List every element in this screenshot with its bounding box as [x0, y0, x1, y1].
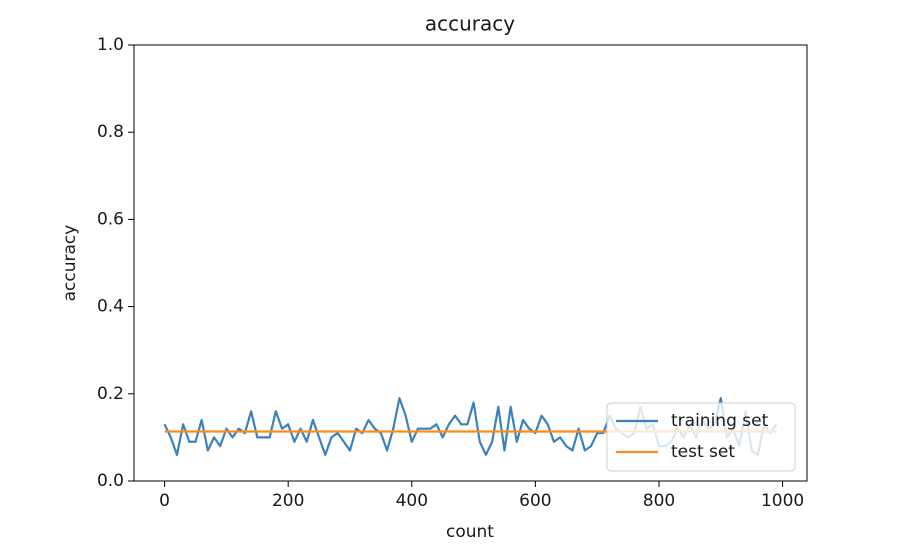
x-tick-label: 200: [272, 491, 304, 511]
y-tick-label: 0.2: [97, 384, 124, 404]
x-tick-label: 600: [519, 491, 551, 511]
legend: training set test set: [606, 402, 796, 472]
x-tick-label: 1000: [761, 491, 804, 511]
y-tick-label: 0.4: [97, 297, 124, 317]
x-axis-label: count: [446, 522, 494, 542]
legend-label: test set: [671, 442, 735, 462]
legend-label: training set: [671, 411, 769, 431]
y-tick-label: 0.8: [97, 122, 124, 142]
axes-frame: [133, 44, 808, 482]
x-tick-label: 400: [396, 491, 428, 511]
y-tick-label: 0.6: [97, 209, 124, 229]
x-tick-label: 800: [643, 491, 675, 511]
x-tick-label: 0: [159, 491, 170, 511]
y-tick-label: 1.0: [97, 35, 124, 55]
y-axis-label: accuracy: [60, 225, 80, 302]
chart-title: accuracy: [425, 12, 515, 36]
y-tick-label: 0.0: [97, 471, 124, 491]
